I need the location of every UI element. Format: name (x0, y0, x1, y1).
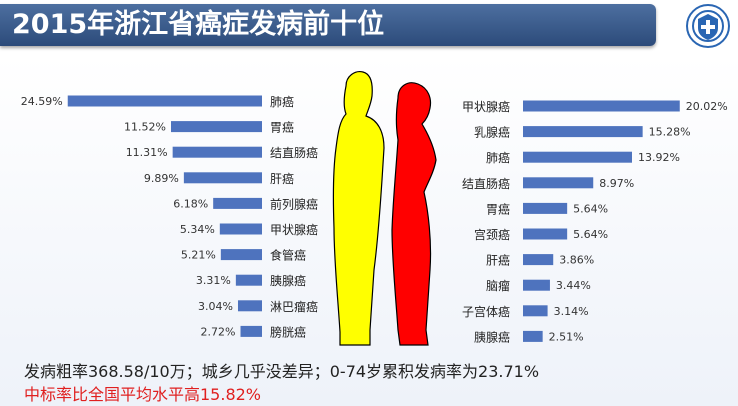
male-bar (235, 274, 262, 286)
male-bar (240, 325, 262, 337)
female-bar (523, 151, 632, 163)
female-value-label: 3.44% (556, 279, 591, 292)
female-category-label: 子宫体癌 (462, 304, 510, 319)
male-value-label: 3.04% (198, 300, 233, 313)
female-value-label: 3.14% (554, 305, 589, 318)
male-category-label: 淋巴瘤癌 (270, 299, 318, 314)
male-value-label: 9.89% (144, 172, 179, 185)
female-silhouette (391, 82, 437, 346)
female-category-label: 甲状腺癌 (462, 99, 510, 114)
male-bar (67, 95, 262, 107)
page-title: 2015年浙江省癌症发病前十位 (12, 9, 385, 40)
female-value-label: 15.28% (649, 126, 691, 139)
female-category-label: 结直肠癌 (462, 176, 510, 191)
male-category-label: 肺癌 (270, 94, 294, 109)
male-silhouette (332, 71, 385, 346)
male-bar (183, 172, 262, 184)
male-bar (237, 300, 262, 312)
male-category-label: 肝癌 (270, 171, 294, 186)
male-bar (213, 197, 262, 209)
female-value-label: 13.92% (638, 151, 680, 164)
female-category-label: 乳腺癌 (474, 125, 510, 140)
male-value-label: 24.59% (21, 95, 63, 108)
male-category-label: 食管癌 (270, 248, 306, 263)
title-banner: 2015年浙江省癌症发病前十位 (0, 4, 656, 46)
comparison-note: 中标率比全国平均水平高15.82% (24, 385, 262, 404)
female-bar (523, 177, 594, 189)
female-bar (523, 279, 550, 291)
female-bar (523, 100, 680, 112)
male-category-label: 胰腺癌 (270, 273, 306, 288)
female-bar (523, 330, 543, 342)
male-bar (220, 249, 262, 261)
female-category-label: 肺癌 (486, 150, 510, 165)
male-value-label: 6.18% (173, 197, 208, 210)
female-value-label: 8.97% (599, 177, 634, 190)
male-bar (219, 223, 262, 235)
female-value-label: 2.51% (549, 330, 584, 343)
female-bar (523, 126, 643, 138)
female-bar (523, 254, 554, 266)
male-value-label: 5.34% (180, 223, 215, 236)
male-value-label: 11.52% (124, 121, 166, 134)
female-category-label: 宫颈癌 (474, 227, 510, 242)
female-bar (523, 228, 568, 240)
male-category-label: 膀胱癌 (270, 324, 306, 339)
male-value-label: 11.31% (126, 146, 168, 159)
female-value-label: 20.02% (686, 100, 728, 113)
female-value-label: 5.64% (573, 202, 608, 215)
male-value-label: 5.21% (181, 249, 216, 262)
female-category-label: 肝癌 (486, 253, 510, 268)
male-category-label: 胃癌 (270, 120, 294, 135)
female-category-label: 胰腺癌 (474, 329, 510, 344)
female-category-label: 胃癌 (486, 201, 510, 216)
health-emblem-icon (686, 4, 730, 48)
male-category-label: 前列腺癌 (270, 196, 318, 211)
male-category-label: 结直肠癌 (270, 145, 318, 160)
female-bar (523, 202, 568, 214)
male-value-label: 3.31% (196, 274, 231, 287)
incidence-note: 发病粗率368.58/10万；城乡几乎没差异；0-74岁累积发病率为23.71% (24, 362, 540, 381)
female-category-label: 脑瘤 (486, 278, 510, 293)
male-category-label: 甲状腺癌 (270, 222, 318, 237)
male-bar (172, 146, 262, 158)
female-bar (523, 305, 548, 317)
male-bar (170, 121, 262, 133)
female-value-label: 3.86% (559, 254, 594, 267)
male-value-label: 2.72% (201, 325, 236, 338)
female-value-label: 5.64% (573, 228, 608, 241)
